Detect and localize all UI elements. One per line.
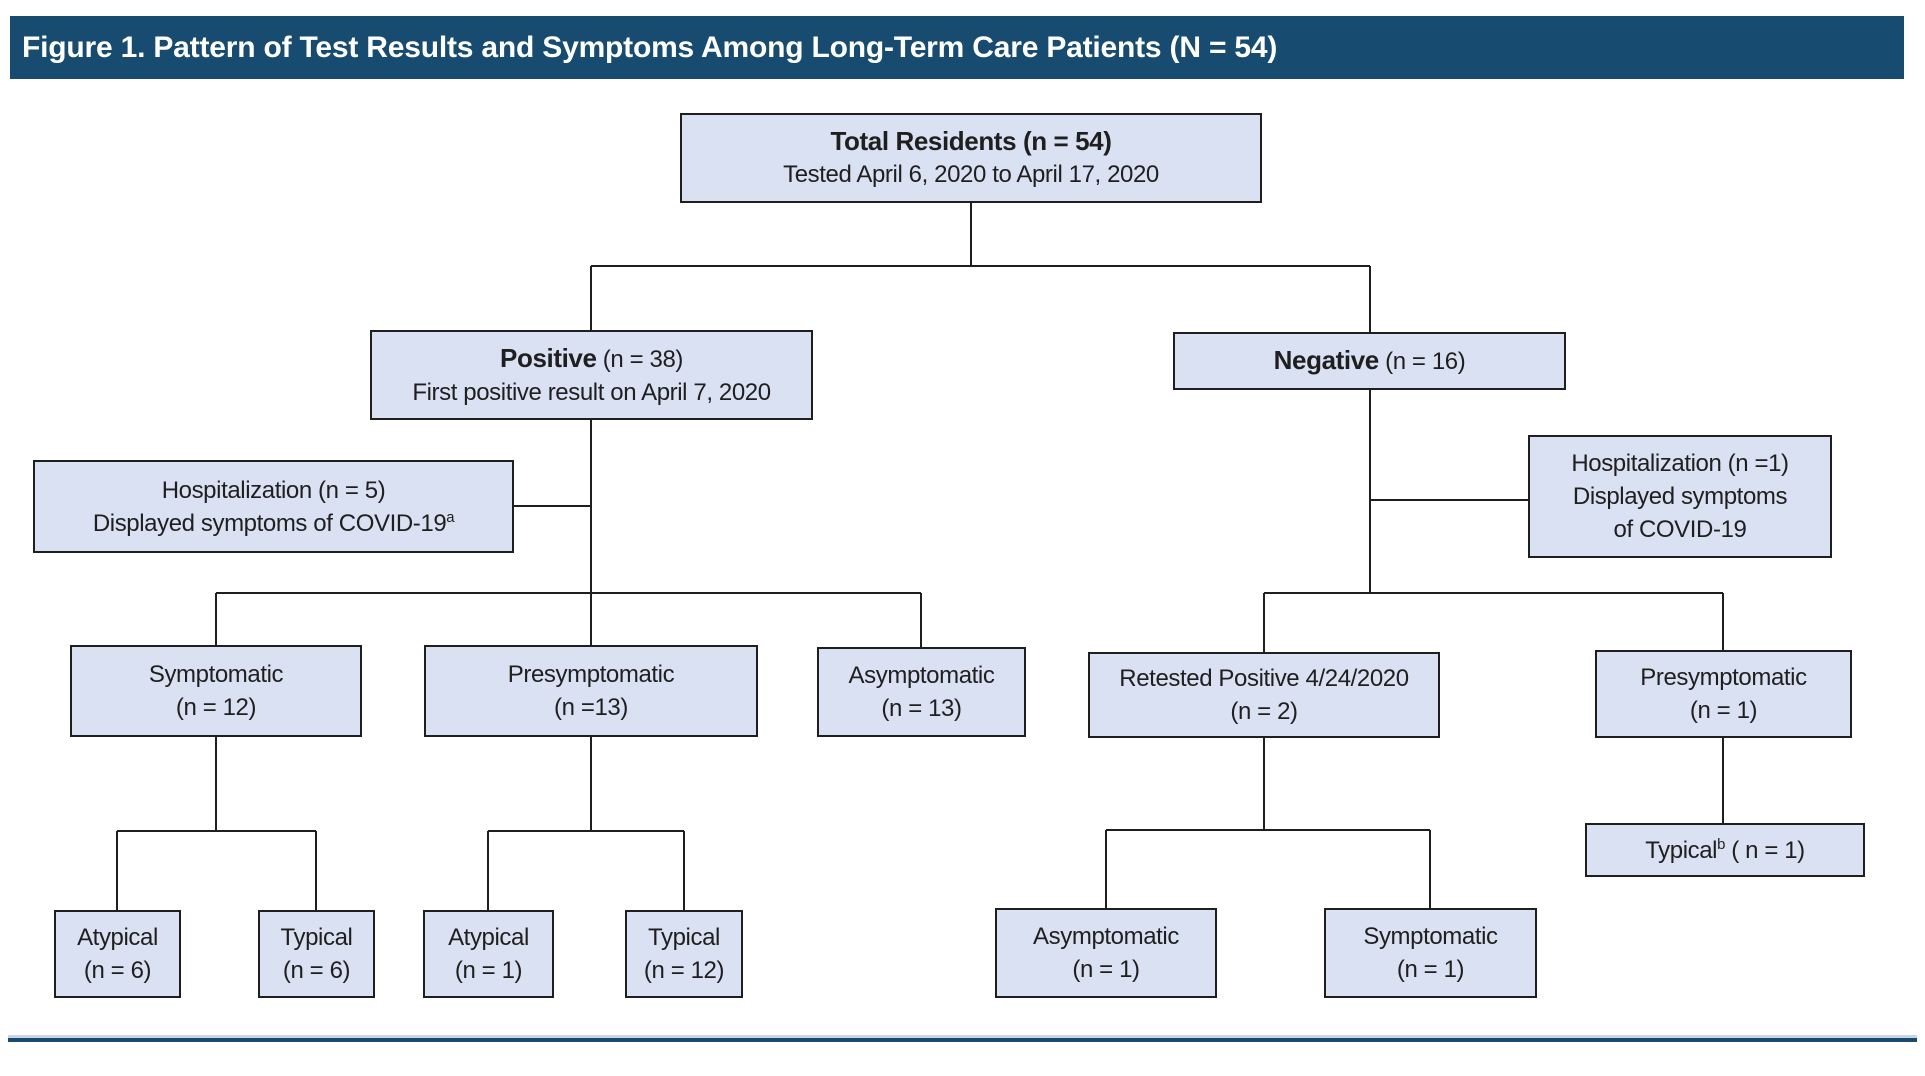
node-total-residents-subtitle: Tested April 6, 2020 to April 17, 2020 [783,161,1159,188]
node-asymptomatic-retested-count: (n = 1) [1072,956,1140,983]
node-symptomatic: Symptomatic (n = 12) [70,645,362,737]
node-typical-b: Typicalb ( n = 1) [1585,823,1865,877]
node-presymptomatic-negative: Presymptomatic (n = 1) [1595,650,1852,738]
node-hospitalization-positive-line1: Hospitalization (n = 5) [161,476,386,504]
node-atypical-symptomatic: Atypical (n = 6) [54,910,181,998]
node-positive-subtitle: First positive result on April 7, 2020 [412,378,771,406]
node-atypical-presymptomatic-count: (n = 1) [454,957,523,984]
node-atypical-symptomatic-count: (n = 6) [83,957,152,984]
node-asymptomatic: Asymptomatic (n = 13) [817,647,1026,737]
node-symptomatic-retested-label: Symptomatic [1363,923,1498,950]
node-negative-title: Negative (n = 16) [1274,344,1466,378]
node-negative: Negative (n = 16) [1173,332,1566,390]
footnote-a-marker: a [446,509,455,526]
node-hospitalization-negative-line1: Hospitalization (n =1) [1571,450,1789,477]
node-typical-symptomatic-count: (n = 6) [282,957,351,984]
node-typical-presymptomatic-count: (n = 12) [643,957,725,984]
node-retested-positive: Retested Positive 4/24/2020 (n = 2) [1088,652,1440,738]
node-typical-presymptomatic-label: Typical [648,924,720,951]
node-symptomatic-retested-count: (n = 1) [1396,956,1465,983]
tree-edges [116,203,1724,910]
node-typical-symptomatic-label: Typical [280,924,353,951]
figure-title-bar: Figure 1. Pattern of Test Results and Sy… [10,16,1904,79]
node-positive: Positive (n = 38) First positive result … [370,330,813,420]
node-positive-count: (n = 38) [596,345,684,373]
node-typical-b-label: Typicalb ( n = 1) [1645,834,1805,867]
figure-bottom-rule [8,1035,1917,1042]
node-hospitalization-negative-line3: of COVID-19 [1613,516,1747,543]
figure-title: Figure 1. Pattern of Test Results and Sy… [22,30,1278,64]
node-hospitalization-positive: Hospitalization (n = 5) Displayed sympto… [33,460,514,553]
node-hospitalization-positive-text: Displayed symptoms of COVID-19 [92,509,447,537]
node-hospitalization-positive-line2: Displayed symptoms of COVID-19a [92,507,455,540]
node-total-residents-title: Total Residents (n = 54) [830,126,1112,156]
node-typical-b-text: Typical [1645,836,1718,864]
node-total-residents: Total Residents (n = 54) Tested April 6,… [680,113,1262,203]
node-presymptomatic-count: (n =13) [554,694,628,721]
node-asymptomatic-label: Asymptomatic [848,662,995,689]
node-presymptomatic: Presymptomatic (n =13) [424,645,758,737]
node-presymptomatic-negative-count: (n = 1) [1689,697,1758,724]
node-asymptomatic-count: (n = 13) [881,695,962,722]
bottom-rule-light-line [8,1035,1917,1038]
node-typical-presymptomatic: Typical (n = 12) [625,910,743,998]
node-typical-symptomatic: Typical (n = 6) [258,910,375,998]
node-negative-label: Negative [1273,345,1380,375]
node-asymptomatic-retested-label: Asymptomatic [1033,923,1179,950]
node-asymptomatic-retested: Asymptomatic (n = 1) [995,908,1217,998]
node-retested-positive-label: Retested Positive 4/24/2020 [1119,665,1409,692]
node-presymptomatic-label: Presymptomatic [507,661,675,688]
node-atypical-presymptomatic: Atypical (n = 1) [423,910,554,998]
node-positive-title: Positive (n = 38) [500,342,683,376]
node-typical-b-count: ( n = 1) [1725,836,1805,864]
node-atypical-symptomatic-label: Atypical [77,924,158,951]
node-negative-count: (n = 16) [1378,348,1466,375]
footnote-b-marker: b [1717,836,1725,853]
node-atypical-presymptomatic-label: Atypical [448,924,529,951]
node-presymptomatic-negative-label: Presymptomatic [1640,664,1807,691]
node-retested-positive-count: (n = 2) [1230,698,1298,725]
node-hospitalization-negative: Hospitalization (n =1) Displayed symptom… [1528,435,1832,558]
node-symptomatic-retested: Symptomatic (n = 1) [1324,908,1537,998]
node-positive-label: Positive [500,342,597,373]
bottom-rule-dark-line [8,1038,1917,1042]
node-hospitalization-negative-line2: Displayed symptoms [1572,483,1788,510]
node-symptomatic-label: Symptomatic [148,661,284,688]
node-symptomatic-count: (n = 12) [175,694,257,721]
